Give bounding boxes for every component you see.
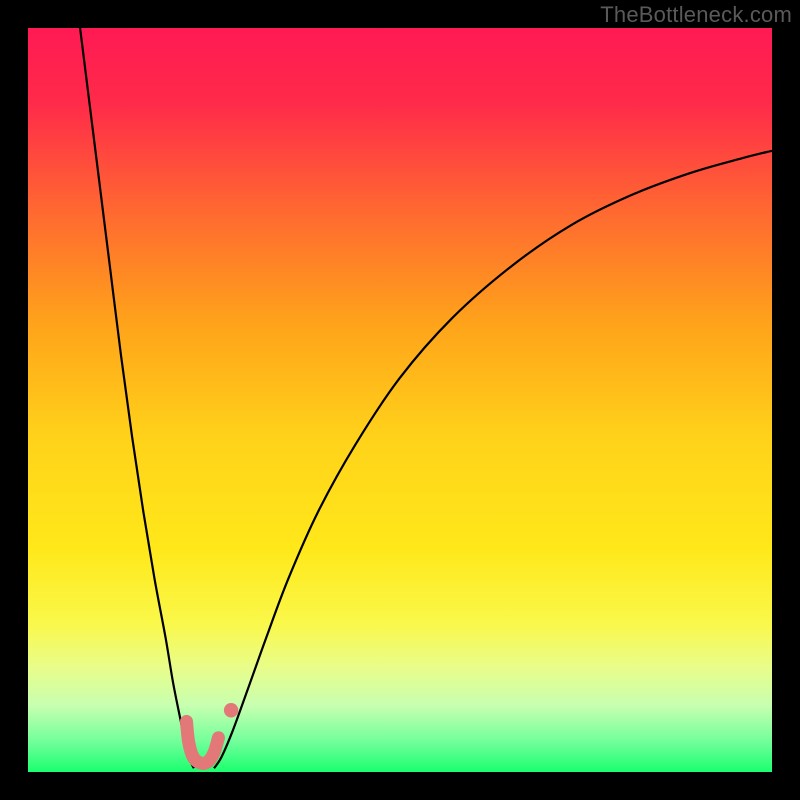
chart-svg — [0, 0, 800, 800]
chart-stage: TheBottleneck.com — [0, 0, 800, 800]
curve-left_branch — [80, 28, 194, 768]
valley-marker — [186, 721, 218, 763]
valley-marker-dot — [224, 703, 238, 717]
curve-right_branch — [214, 151, 772, 769]
watermark-text: TheBottleneck.com — [600, 2, 792, 28]
plot-group — [80, 28, 772, 768]
